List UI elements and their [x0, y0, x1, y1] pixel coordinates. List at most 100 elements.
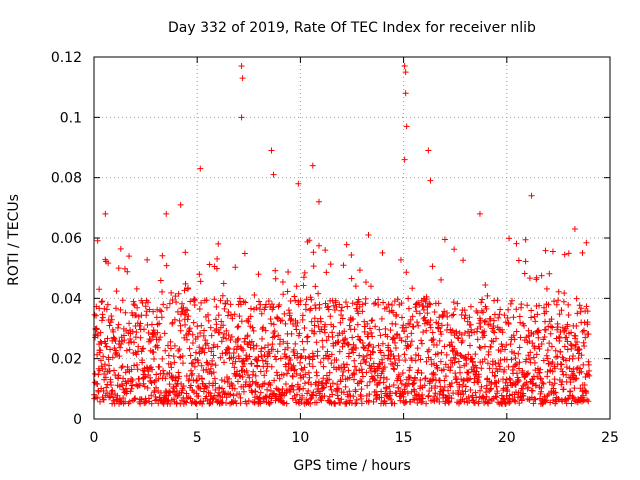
data-point — [240, 388, 247, 395]
data-point — [497, 357, 504, 364]
data-point — [255, 271, 262, 278]
data-point — [267, 399, 274, 406]
data-point — [220, 280, 227, 287]
data-point — [462, 312, 469, 319]
data-point — [396, 373, 403, 380]
data-point — [441, 377, 448, 384]
data-point — [585, 331, 592, 338]
data-point — [309, 363, 316, 370]
data-point — [419, 395, 426, 402]
data-point — [464, 377, 471, 384]
data-point — [291, 293, 298, 300]
data-point — [468, 326, 475, 333]
data-point — [565, 301, 572, 308]
data-point — [206, 400, 213, 407]
data-point — [451, 246, 458, 253]
data-point — [270, 321, 277, 328]
data-point — [173, 399, 180, 406]
data-point — [312, 379, 319, 386]
data-point — [320, 384, 327, 391]
axis-ticks: 0 0.02 0.04 0.06 0.08 0.1 0.12 0 5 10 15 20 25 — [51, 50, 619, 446]
data-point — [171, 359, 178, 366]
data-point — [222, 300, 229, 307]
data-point — [513, 370, 520, 377]
data-point — [229, 315, 236, 322]
data-point — [235, 335, 242, 342]
data-point — [271, 353, 278, 360]
data-point — [421, 314, 428, 321]
data-point — [353, 396, 360, 403]
data-point — [161, 330, 168, 337]
data-point — [218, 318, 225, 325]
data-point — [399, 370, 406, 377]
data-point — [267, 387, 274, 394]
data-point — [155, 375, 162, 382]
data-point — [581, 382, 588, 389]
data-point — [539, 379, 546, 386]
data-point — [576, 302, 583, 309]
data-point — [580, 327, 587, 334]
data-point — [180, 383, 187, 390]
data-point — [170, 353, 177, 360]
data-point — [402, 357, 409, 364]
data-point — [328, 351, 335, 358]
data-point — [138, 348, 145, 355]
data-point — [143, 312, 150, 319]
data-point — [370, 360, 377, 367]
data-point — [481, 343, 488, 350]
data-point — [300, 282, 307, 289]
data-point — [348, 275, 355, 282]
data-point — [228, 333, 235, 340]
data-point — [293, 391, 300, 398]
data-point — [379, 340, 386, 347]
data-point — [171, 316, 178, 323]
data-point — [549, 368, 556, 375]
data-point — [169, 297, 176, 304]
data-point — [301, 325, 308, 332]
data-point — [584, 319, 591, 326]
data-point — [427, 324, 434, 331]
data-point — [476, 320, 483, 327]
data-point — [140, 380, 147, 387]
data-point — [420, 306, 427, 313]
data-point — [212, 316, 219, 323]
y-tick-label: 0.02 — [51, 352, 82, 368]
data-point — [476, 344, 483, 351]
data-point — [275, 332, 282, 339]
data-point — [526, 355, 533, 362]
data-point — [401, 388, 408, 395]
data-point — [276, 375, 283, 382]
data-point — [323, 380, 330, 387]
data-point — [94, 380, 101, 387]
data-point — [430, 376, 437, 383]
data-point — [529, 340, 536, 347]
data-point — [179, 353, 186, 360]
data-point — [221, 359, 228, 366]
data-point — [302, 306, 309, 313]
data-point — [423, 358, 430, 365]
data-point — [287, 356, 294, 363]
data-point — [98, 299, 105, 306]
data-point — [438, 322, 445, 329]
data-point — [129, 328, 136, 335]
data-point — [315, 290, 322, 297]
data-point — [163, 262, 170, 269]
data-point — [537, 366, 544, 373]
data-point — [173, 299, 180, 306]
data-point — [448, 339, 455, 346]
y-tick-label: 0.06 — [51, 231, 82, 247]
data-point — [492, 372, 499, 379]
data-point — [535, 327, 542, 334]
data-point — [296, 330, 303, 337]
data-point — [351, 357, 358, 364]
data-point — [528, 314, 535, 321]
data-point — [309, 162, 316, 169]
data-point — [357, 360, 364, 367]
data-point — [434, 350, 441, 357]
data-point — [279, 317, 286, 324]
data-point — [564, 338, 571, 345]
data-point — [334, 339, 341, 346]
data-point — [107, 346, 114, 353]
data-point — [242, 378, 249, 385]
data-point — [270, 304, 277, 311]
